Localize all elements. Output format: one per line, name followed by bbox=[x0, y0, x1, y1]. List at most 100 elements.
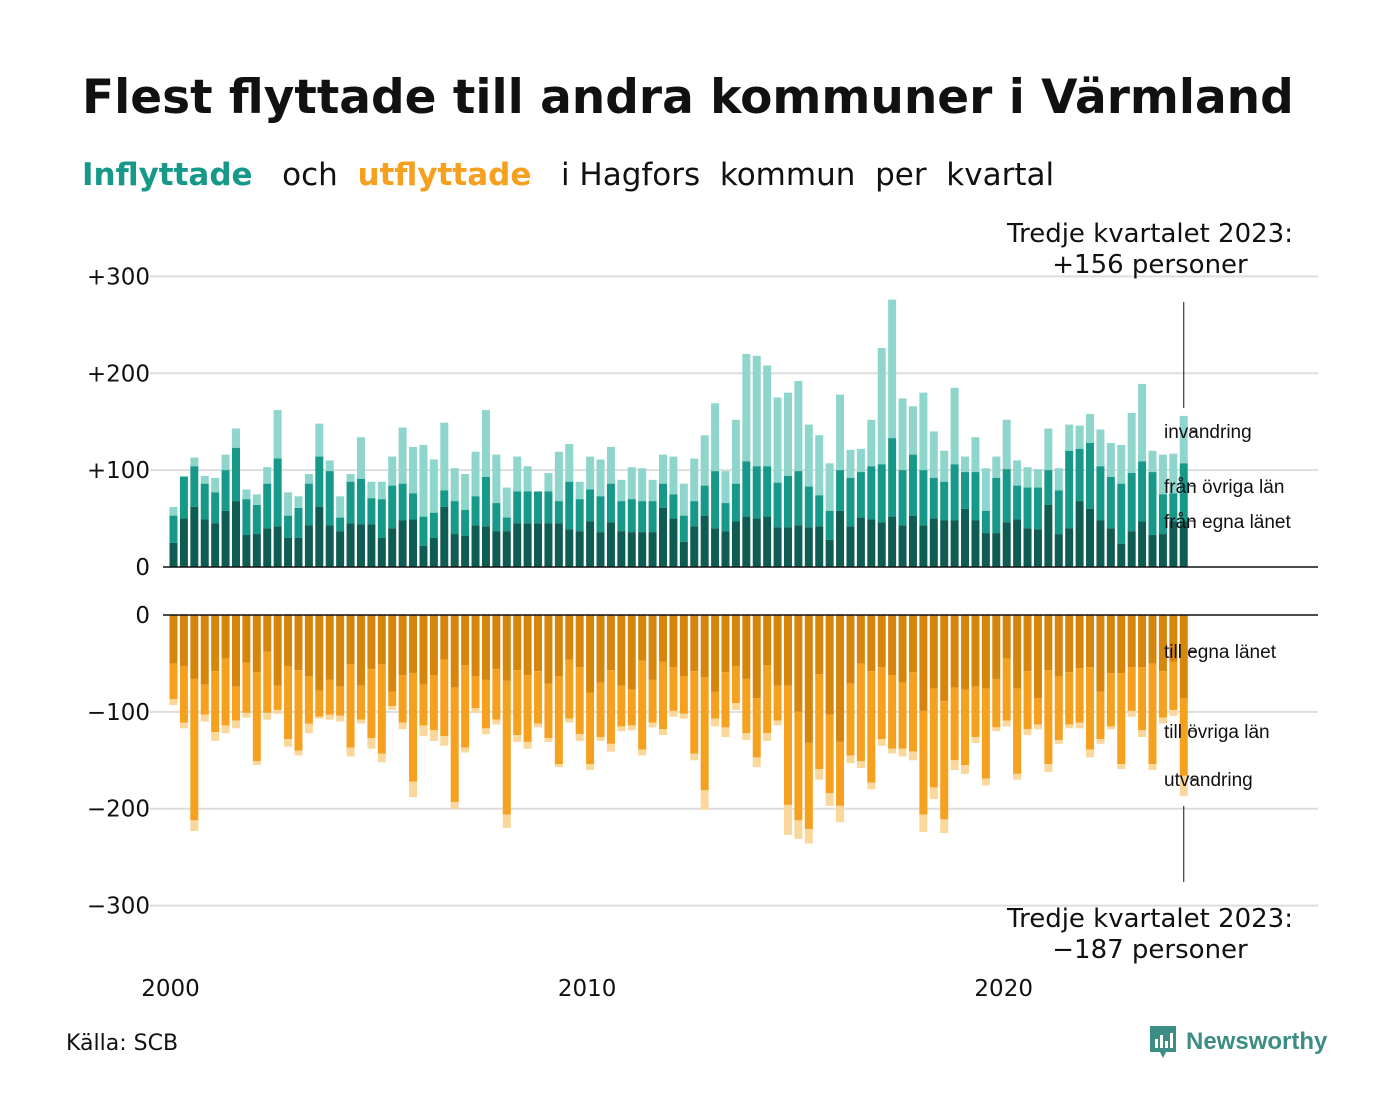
bar-in-other-counties bbox=[1179, 463, 1188, 522]
bar-out-emigration bbox=[565, 718, 574, 723]
bar-in-other-counties bbox=[971, 472, 980, 521]
bar-out-emigration bbox=[627, 725, 636, 731]
bar-out-emigration bbox=[1179, 775, 1188, 797]
bar-in-own-county bbox=[856, 517, 865, 567]
bar-in-own-county bbox=[804, 527, 813, 567]
bar-in-immigration bbox=[1148, 450, 1157, 473]
bar-in-immigration bbox=[388, 456, 397, 486]
bar-in-own-county bbox=[1127, 531, 1136, 567]
bar-out-emigration bbox=[690, 753, 699, 761]
bar-out-own-county bbox=[690, 615, 699, 672]
bar-out-other-counties bbox=[367, 669, 376, 739]
bar-in-other-counties bbox=[179, 476, 188, 519]
bar-in-own-county bbox=[1065, 528, 1074, 567]
bar-in-own-county bbox=[690, 526, 699, 567]
bar-in-own-county bbox=[492, 531, 501, 567]
bar-out-other-counties bbox=[315, 690, 324, 717]
bar-out-own-county bbox=[367, 615, 376, 670]
bar-out-own-county bbox=[586, 615, 595, 693]
bar-out-own-county bbox=[648, 615, 657, 680]
bar-out-emigration bbox=[1148, 764, 1157, 770]
bar-out-own-county bbox=[877, 615, 886, 668]
bar-in-other-counties bbox=[367, 498, 376, 525]
bar-in-other-counties bbox=[356, 478, 365, 525]
bar-out-own-county bbox=[461, 615, 470, 666]
bar-in-own-county bbox=[252, 534, 261, 567]
bar-in-immigration bbox=[190, 457, 199, 467]
bar-out-emigration bbox=[992, 727, 1001, 732]
bar-in-other-counties bbox=[929, 477, 938, 519]
bar-out-other-counties bbox=[523, 675, 532, 742]
bar-in-other-counties bbox=[1013, 485, 1022, 520]
bar-in-own-county bbox=[627, 532, 636, 567]
bar-in-own-county bbox=[711, 528, 720, 567]
bar-in-other-counties bbox=[606, 483, 615, 523]
bar-out-other-counties bbox=[669, 667, 678, 711]
bar-in-other-counties bbox=[294, 507, 303, 538]
bar-in-other-counties bbox=[825, 510, 834, 540]
bar-out-emigration bbox=[1002, 720, 1011, 727]
bar-in-immigration bbox=[1158, 454, 1167, 495]
bar-out-other-counties bbox=[731, 666, 740, 704]
bar-in-immigration bbox=[471, 451, 480, 497]
bar-in-own-county bbox=[617, 531, 626, 567]
bar-in-other-counties bbox=[315, 456, 324, 507]
bar-in-immigration bbox=[1044, 428, 1053, 471]
bar-in-own-county bbox=[565, 529, 574, 567]
bar-out-own-county bbox=[815, 615, 824, 675]
bar-out-emigration bbox=[1044, 764, 1053, 772]
bar-out-other-counties bbox=[794, 711, 803, 821]
bar-out-emigration bbox=[679, 713, 688, 719]
bar-out-other-counties bbox=[752, 698, 761, 758]
bar-out-other-counties bbox=[429, 675, 438, 731]
bar-out-own-county bbox=[1096, 615, 1105, 692]
bar-out-other-counties bbox=[565, 659, 574, 719]
bar-out-other-counties bbox=[388, 691, 397, 707]
bar-in-other-counties bbox=[1054, 490, 1063, 535]
bar-out-emigration bbox=[346, 747, 355, 757]
bar-out-own-county bbox=[471, 615, 480, 677]
bar-in-immigration bbox=[836, 394, 845, 471]
bar-out-own-county bbox=[794, 615, 803, 712]
bar-out-own-county bbox=[1117, 615, 1126, 674]
bar-in-own-county bbox=[752, 518, 761, 567]
bar-in-other-counties bbox=[940, 481, 949, 521]
bar-in-immigration bbox=[690, 458, 699, 502]
bar-out-own-county bbox=[1054, 615, 1063, 677]
bar-out-other-counties bbox=[992, 678, 1001, 728]
bar-out-other-counties bbox=[1002, 658, 1011, 721]
bar-in-immigration bbox=[377, 481, 386, 500]
bar-in-own-county bbox=[731, 521, 740, 567]
bar-in-own-county bbox=[1096, 520, 1105, 567]
y-tick-label-in: +100 bbox=[87, 458, 150, 484]
bar-out-emigration bbox=[752, 757, 761, 768]
bar-out-own-county bbox=[981, 615, 990, 689]
bar-out-emigration bbox=[804, 829, 813, 844]
bar-in-own-county bbox=[638, 532, 647, 567]
bar-in-own-county bbox=[867, 519, 876, 567]
bar-out-other-counties bbox=[263, 651, 272, 713]
bar-out-other-counties bbox=[940, 701, 949, 820]
bar-in-other-counties bbox=[346, 481, 355, 524]
bar-in-immigration bbox=[721, 471, 730, 504]
bar-out-other-counties bbox=[711, 691, 720, 719]
bar-in-own-county bbox=[981, 533, 990, 567]
bar-in-own-county bbox=[190, 506, 199, 567]
bar-in-other-counties bbox=[721, 503, 730, 532]
bar-out-other-counties bbox=[377, 664, 386, 754]
bar-in-immigration bbox=[523, 466, 532, 492]
bar-out-emigration bbox=[502, 814, 511, 829]
bar-in-own-county bbox=[575, 531, 584, 567]
source-note: Källa: SCB bbox=[66, 1031, 179, 1056]
bar-out-other-counties bbox=[659, 661, 668, 730]
bar-in-own-county bbox=[877, 522, 886, 567]
bar-out-other-counties bbox=[1096, 691, 1105, 739]
bar-in-own-county bbox=[846, 526, 855, 567]
bar-out-other-counties bbox=[888, 675, 897, 749]
bar-out-own-county bbox=[284, 615, 293, 667]
bar-out-emigration bbox=[179, 722, 188, 729]
bar-in-own-county bbox=[1044, 505, 1053, 567]
bar-in-other-counties bbox=[221, 470, 230, 511]
bar-out-other-counties bbox=[1127, 667, 1136, 711]
y-tick-label-out: −100 bbox=[87, 700, 150, 726]
